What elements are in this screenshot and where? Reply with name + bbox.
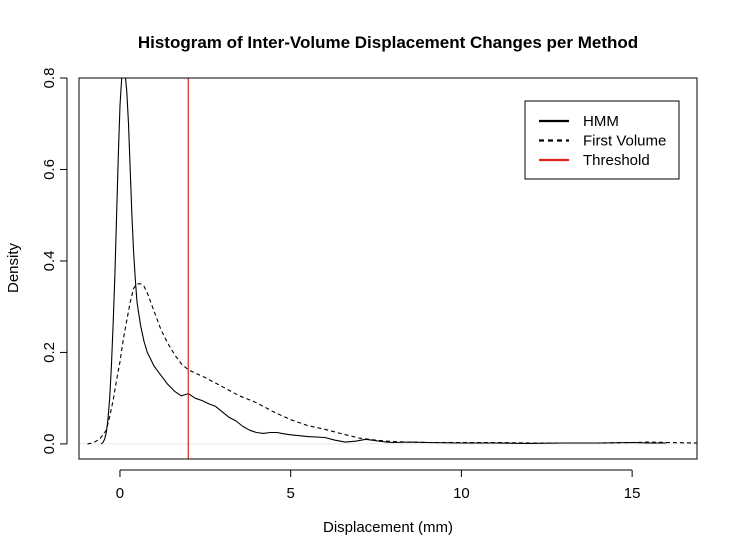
series-line-first-volume [87, 283, 697, 445]
y-axis-label: Density [5, 242, 22, 293]
x-tick-label: 15 [624, 485, 641, 502]
y-tick-label: 0.2 [41, 342, 58, 363]
y-tick-label: 0.4 [41, 251, 58, 272]
x-tick-label: 10 [453, 485, 470, 502]
plot-area [79, 78, 697, 459]
x-axis-label: Displacement (mm) [323, 519, 453, 536]
legend: HMM First Volume Threshold [524, 100, 680, 180]
y-axis: 0.0 0.2 0.4 0.6 0.8 [41, 68, 68, 454]
legend-label-first-volume: First Volume [583, 133, 666, 150]
series-line-hmm [100, 78, 667, 445]
chart-title: Histogram of Inter-Volume Displacement C… [138, 33, 638, 52]
y-tick-label: 0.8 [41, 68, 58, 89]
x-tick-label: 0 [116, 485, 124, 502]
y-tick-label: 0.6 [41, 159, 58, 180]
legend-label-threshold: Threshold [583, 152, 650, 169]
y-tick-label: 0.0 [41, 433, 58, 454]
plot-frame [78, 77, 698, 460]
x-tick-label: 5 [287, 485, 295, 502]
x-axis: 0 5 10 15 [116, 469, 641, 502]
legend-label-hmm: HMM [583, 113, 619, 130]
